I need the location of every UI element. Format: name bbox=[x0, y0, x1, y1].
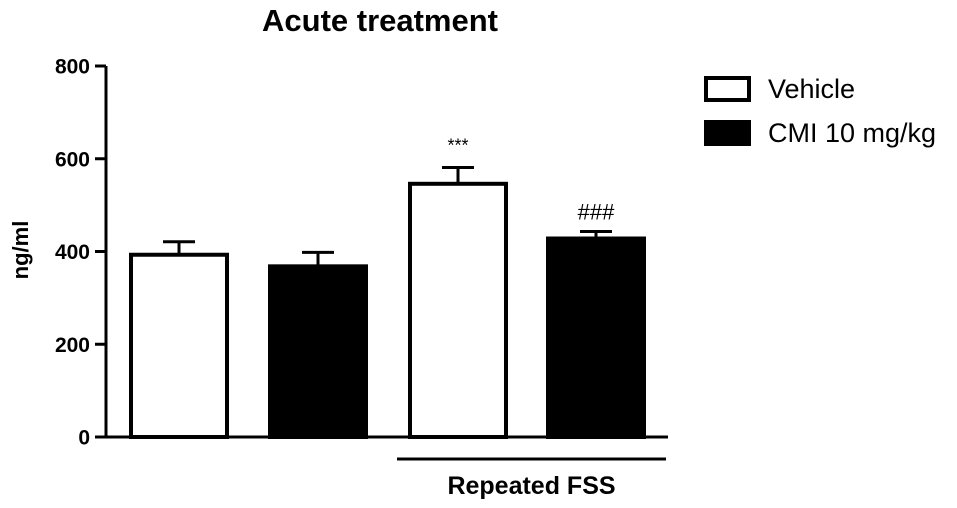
y-tick-label: 0 bbox=[78, 427, 90, 450]
bar-cmi-3 bbox=[546, 236, 646, 439]
chart-title: Acute treatment bbox=[262, 3, 498, 38]
legend-label-cmi: CMI 10 mg/kg bbox=[768, 118, 936, 148]
bar-vehicle-2 bbox=[408, 181, 508, 439]
legend: Vehicle CMI 10 mg/kg bbox=[704, 74, 936, 148]
legend-swatch-cmi bbox=[704, 120, 751, 146]
y-axis-label: ng/ml bbox=[8, 221, 33, 280]
significance-label: *** bbox=[447, 136, 468, 156]
legend-swatch-vehicle bbox=[704, 76, 751, 102]
y-tick-label: 400 bbox=[55, 241, 90, 264]
bar-vehicle-0 bbox=[129, 252, 229, 439]
legend-label-vehicle: Vehicle bbox=[768, 74, 855, 104]
y-tick-label: 600 bbox=[55, 148, 90, 171]
significance-label: ### bbox=[578, 200, 615, 225]
y-tick-label: 200 bbox=[55, 334, 90, 357]
y-tick-label: 800 bbox=[55, 56, 90, 79]
group-label: Repeated FSS bbox=[447, 472, 615, 500]
bar-cmi-1 bbox=[268, 264, 368, 439]
